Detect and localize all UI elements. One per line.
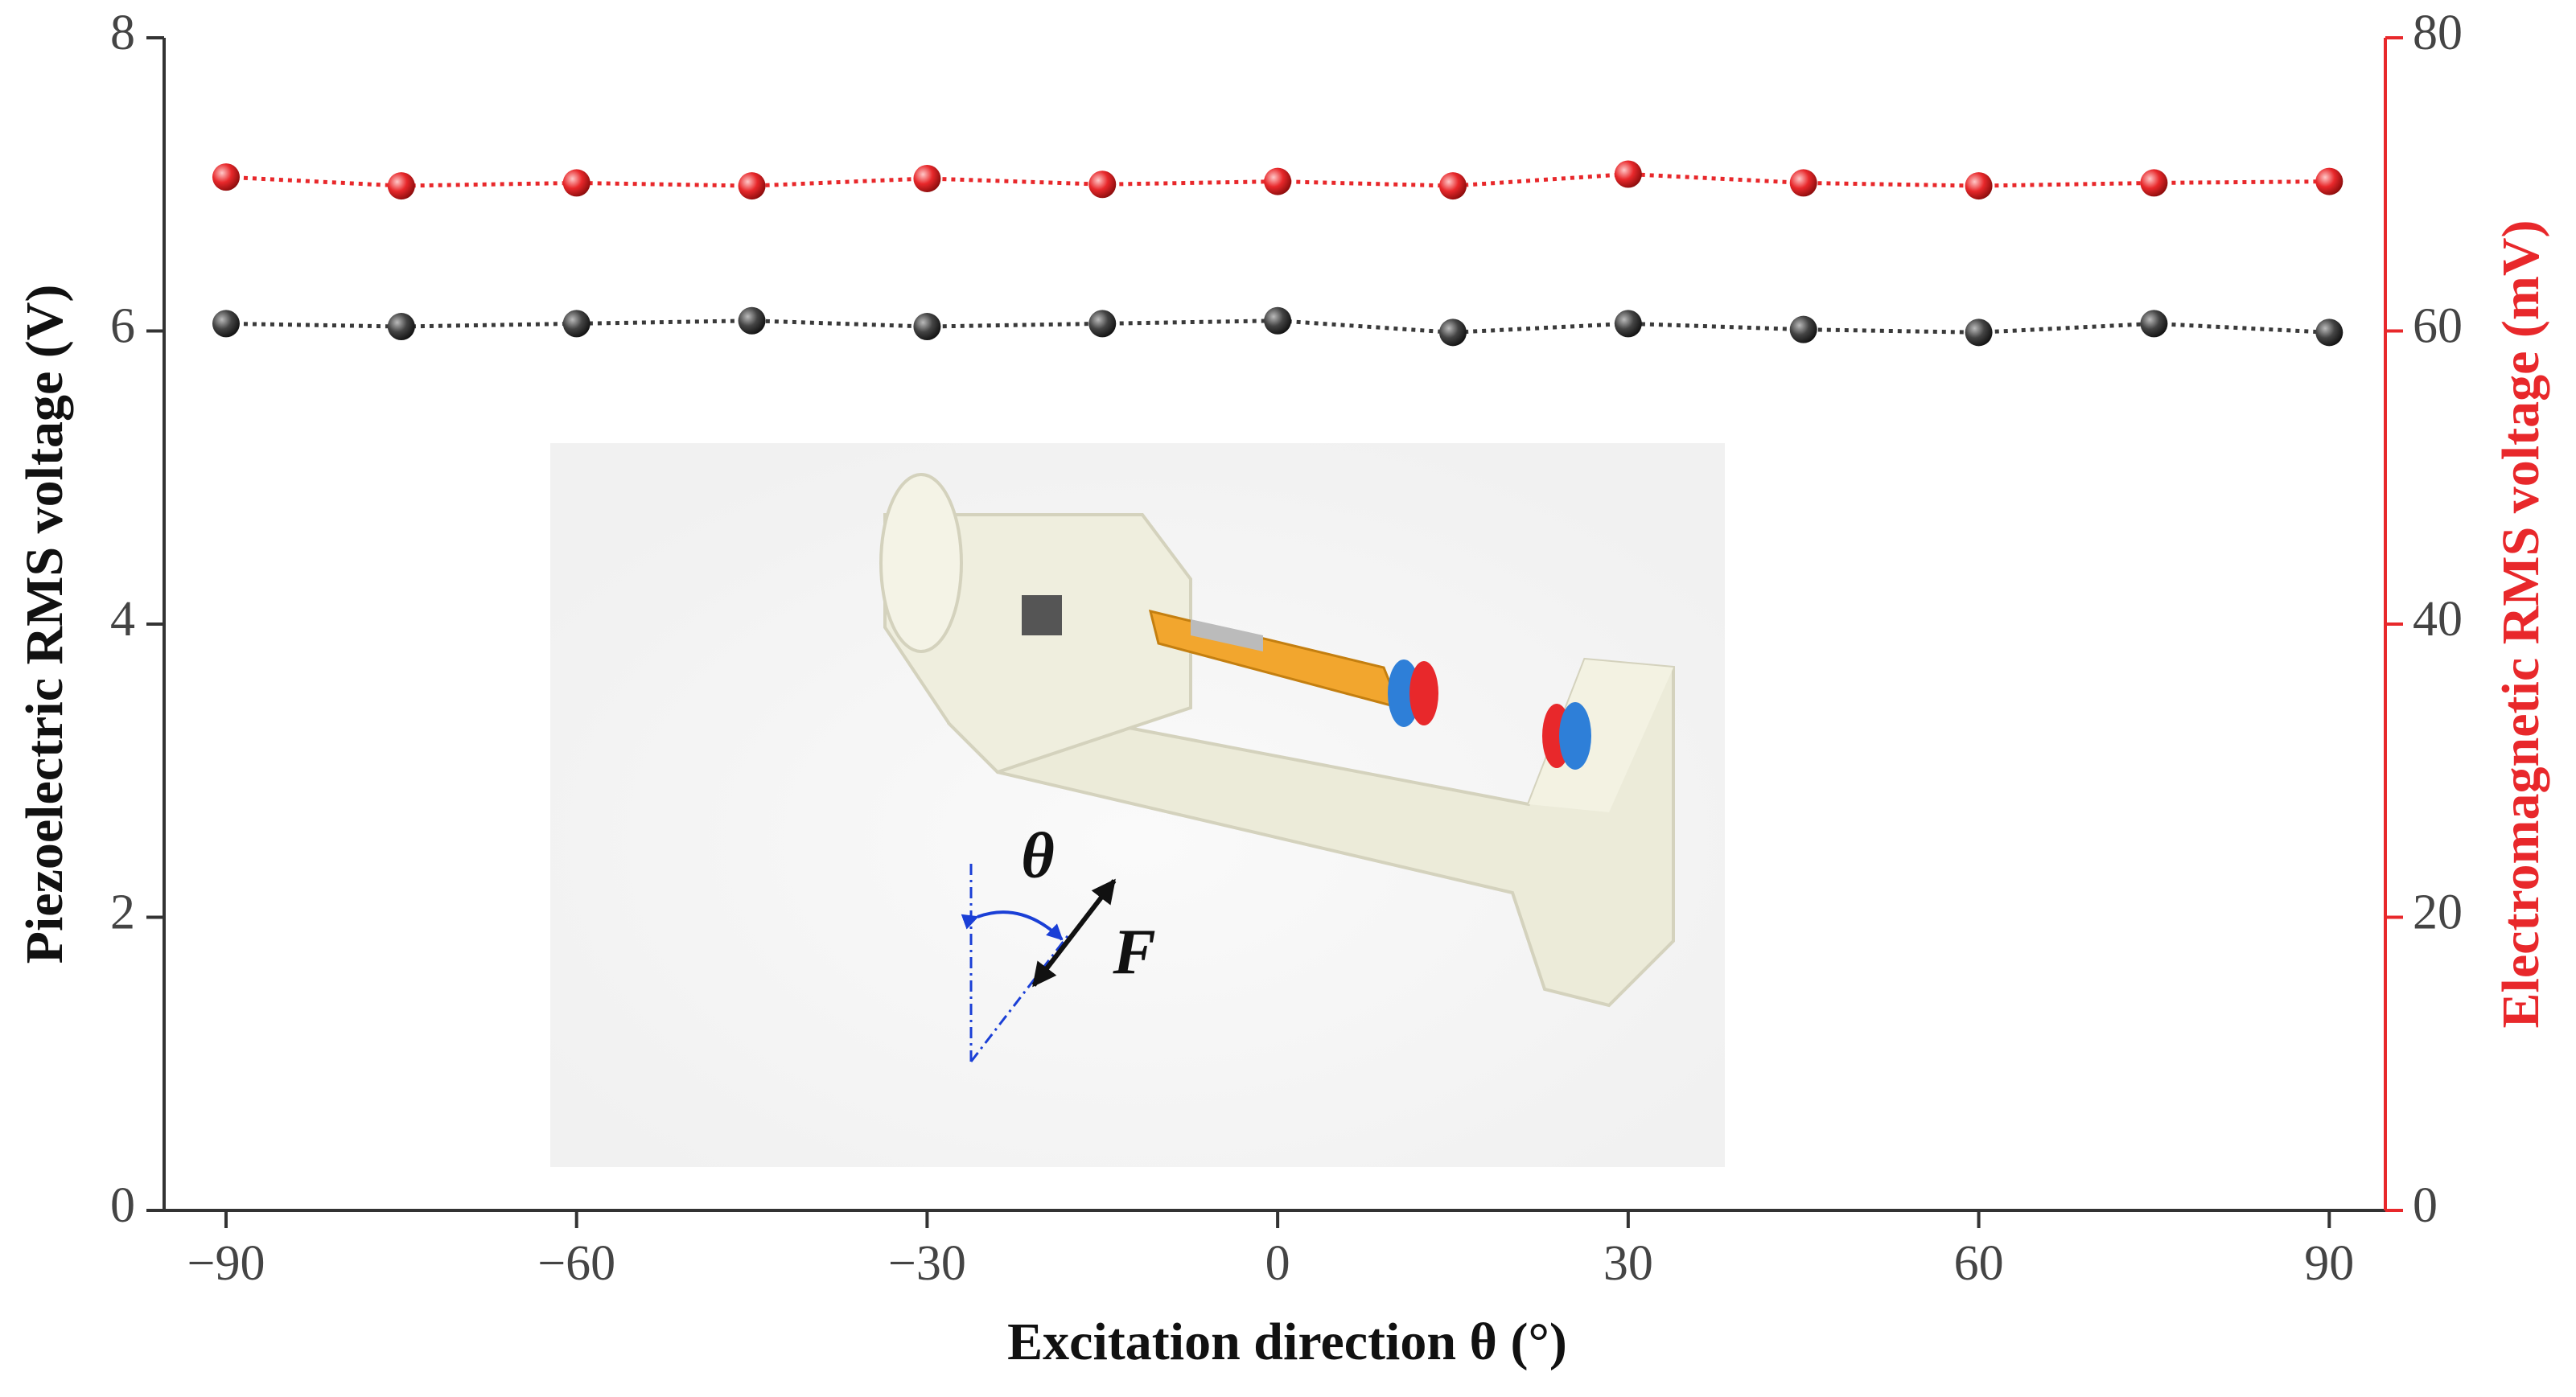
y2-tick-label: 0	[2413, 1178, 2438, 1233]
data-point	[1614, 310, 1642, 338]
data-point	[738, 172, 766, 200]
y2-tick-label: 20	[2413, 885, 2463, 940]
device-render	[550, 443, 1725, 1167]
data-point	[562, 310, 591, 338]
data-point	[1965, 172, 1993, 200]
x-tick-label: 60	[1954, 1236, 2004, 1291]
annotation: F	[1112, 917, 1155, 988]
data-point	[1264, 167, 1292, 195]
x-tick-label: 30	[1603, 1236, 1653, 1291]
data-point	[562, 169, 591, 197]
y-tick-label: 4	[110, 592, 135, 647]
y-tick-label: 8	[110, 6, 135, 60]
data-point	[913, 164, 941, 192]
annotation: θ	[1021, 820, 1055, 891]
y2-tick-label: 40	[2413, 592, 2463, 647]
data-point	[738, 306, 766, 335]
data-point	[1789, 169, 1817, 197]
data-point	[212, 163, 240, 191]
data-point	[1438, 318, 1467, 347]
data-point	[1438, 172, 1467, 200]
y-tick-label: 0	[110, 1178, 135, 1233]
data-point	[2315, 318, 2344, 347]
y2-tick-label: 60	[2413, 299, 2463, 354]
x-tick-label: −90	[187, 1236, 265, 1291]
x-tick-label: −30	[888, 1236, 966, 1291]
y2-tick-label: 80	[2413, 6, 2463, 60]
data-point	[1614, 160, 1642, 188]
x-tick-label: 90	[2304, 1236, 2354, 1291]
x-tick-label: 0	[1265, 1236, 1290, 1291]
data-point	[1088, 310, 1117, 338]
data-point	[1965, 318, 1993, 347]
data-point	[387, 313, 415, 341]
data-point	[1264, 306, 1292, 335]
data-point	[2140, 310, 2168, 338]
y-tick-label: 2	[110, 885, 135, 940]
data-point	[212, 310, 240, 338]
y-tick-label: 6	[110, 299, 135, 354]
x-axis-label: Excitation direction θ (°)	[1007, 1313, 1567, 1371]
data-point	[1088, 171, 1117, 199]
y-axis-label: Piezoelectric RMS voltage (V)	[15, 285, 74, 964]
data-point	[2140, 169, 2168, 197]
y2-axis-label: Electromagnetic RMS voltage (mV)	[2492, 220, 2550, 1029]
x-tick-label: −60	[537, 1236, 615, 1291]
data-point	[913, 313, 941, 341]
data-point	[1789, 315, 1817, 343]
data-point	[387, 172, 415, 200]
data-point	[2315, 167, 2344, 195]
